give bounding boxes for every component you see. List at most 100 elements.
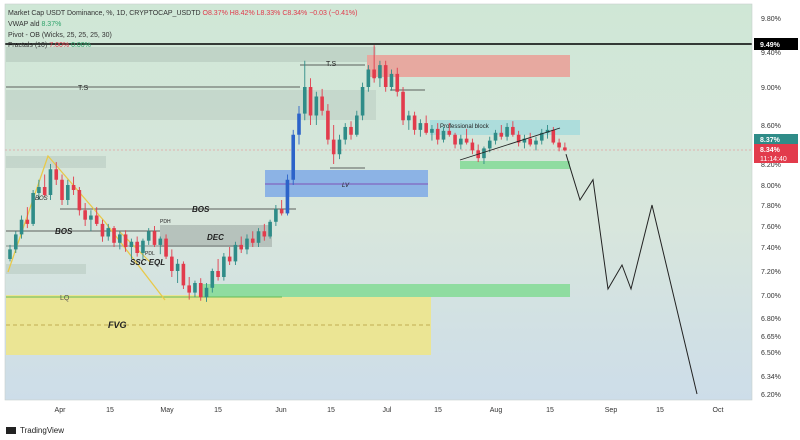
candle-body [314,96,319,116]
annotation-label: FVG [108,320,127,330]
candle-body [372,69,376,79]
candle-body [505,126,509,137]
tradingview-logo-icon [6,427,16,434]
candle-body [193,283,197,293]
candle-body [395,73,400,92]
x-tick-label: 15 [214,407,222,414]
annotation-label: LQ [60,295,70,302]
legend-fractals-v2: 0.00% [71,42,91,49]
candle-body [187,285,191,293]
candle-body [378,65,382,79]
candle-body [48,169,53,195]
professional-block-zone [430,120,580,135]
x-tick-label: Aug [490,407,503,414]
candle-body [389,73,394,87]
candle-body [412,115,417,130]
annotation-label: LV [342,183,350,189]
demand-zone-aug [460,161,570,169]
rising-trendline [459,127,561,161]
supply-zone [367,55,570,77]
candle-body [19,219,24,235]
y-tick-label: 8.60% [761,123,781,130]
candle-body [268,221,272,237]
x-tick-label: 15 [327,407,335,414]
candle-body [198,283,203,298]
candle-body [54,169,59,180]
candle-body [42,187,47,195]
candle-body [430,128,434,133]
candle-body [308,87,313,116]
price-tag-last [754,134,798,144]
legend-fractals-row[interactable]: Fractals (10) 7.00% 0.00% [8,42,91,49]
y-tick-label: 6.65% [761,334,781,341]
ts-grey-zone [6,90,376,120]
candle-body [435,128,440,140]
candle-body [274,209,278,222]
candle-body [256,231,261,243]
legend-fractals-v1: 7.00% [49,42,70,49]
candle-body [499,132,504,137]
candle-body [464,138,469,143]
candle-body [66,185,70,200]
upper-grey-zone [6,47,376,62]
y-tick-label: 7.20% [761,269,781,276]
candle-body [349,126,353,135]
x-tick-label: 15 [656,407,664,414]
candle-body [129,241,134,247]
candle-body [100,223,105,237]
y-tick-label: 9.00% [761,85,781,92]
candle-body [135,241,139,253]
candle-body [360,87,365,116]
annotation-label: PDH [160,219,171,225]
y-tick-label: 9.80% [761,16,781,23]
left-grey-zone-2 [6,264,86,274]
y-tick-label: 8.20% [761,162,781,169]
candle-body [511,126,515,135]
legend-vwap-row[interactable]: VWAP ald 8.37% [8,21,61,28]
x-tick-label: May [160,407,174,414]
y-tick-label: 6.34% [761,374,781,381]
annotation-label: PDL [145,251,155,257]
candle-body [534,140,538,145]
candle-body [279,209,284,214]
x-tick-label: Sep [605,407,618,414]
candle-body [493,132,498,141]
annotation-label: Professional block [440,124,490,130]
annotation-label: BOS [35,196,48,202]
candle-body [355,115,359,135]
candle-body [447,130,452,135]
x-tick-label: Apr [55,407,67,414]
candle-body [320,96,324,111]
legend-pivot: Pivot - OB (Wicks, 25, 25, 25, 30) [8,32,112,39]
candle-body [337,139,342,155]
candle-body [563,147,567,151]
tradingview-brand-label: TradingView [20,426,65,435]
legend-symbol: Market Cap USDT Dominance, %, 1D, CRYPTO… [8,10,201,17]
candle-body [210,271,215,288]
legend-fractals-label: Fractals (10) [8,42,48,49]
legend-symbol-row: Market Cap USDT Dominance, %, 1D, CRYPTO… [8,10,357,17]
tradingview-brand[interactable]: TradingView [6,426,64,435]
annotation-label: BOS [55,227,73,236]
plot-border [4,3,753,401]
dec-zone [160,225,272,247]
candle-body [89,215,93,220]
legend-pivot-row[interactable]: Pivot - OB (Wicks, 25, 25, 25, 30) [8,32,112,39]
legend-vwap-value: 8.37% [41,21,62,28]
x-tick-label: 15 [434,407,442,414]
x-tick-label: 15 [546,407,554,414]
candle-body [227,256,232,262]
candle-body [216,271,220,277]
candle-body [60,179,64,200]
candle-body [470,142,475,151]
candle-body [152,231,157,245]
candle-body [482,148,486,159]
candle-body [302,87,307,114]
candle-body [528,138,532,145]
candle-body [141,240,145,253]
y-tick-label: 8.00% [761,183,781,190]
price-tag-level [754,38,798,50]
candle-body [146,231,151,241]
